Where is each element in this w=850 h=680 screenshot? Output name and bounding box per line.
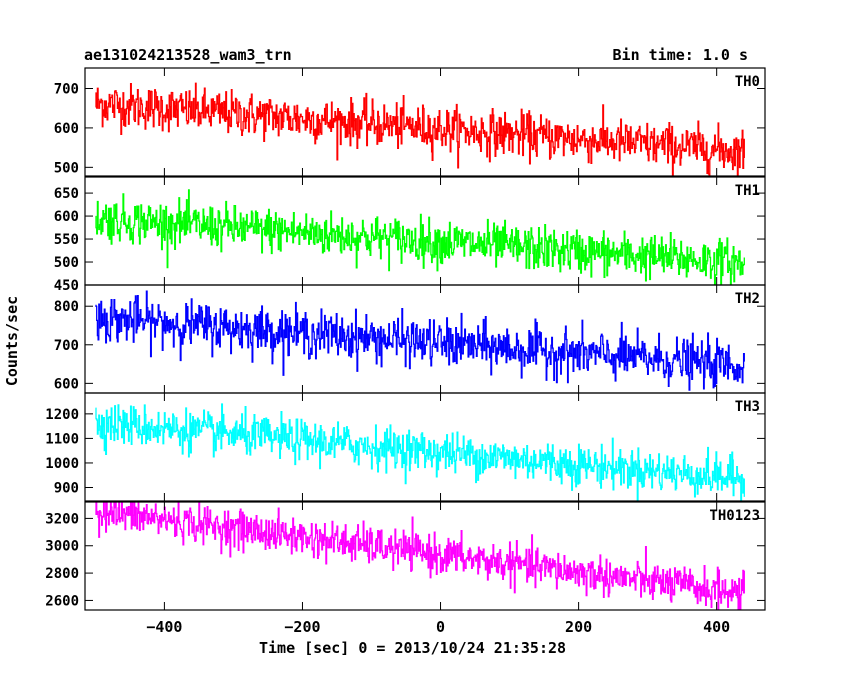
series-line-th3 <box>95 403 745 501</box>
y-tick-label: 2800 <box>45 566 79 582</box>
panel-th0123: 2600 2800 3000 3200 TH0123 −400 −200 0 200 400 <box>45 501 766 636</box>
y-tick-label: 500 <box>54 255 79 271</box>
series-line-th1 <box>95 189 745 285</box>
x-tick-label: −400 <box>146 618 182 636</box>
panel-label-th2: TH2 <box>735 291 760 307</box>
chart-title: ae131024213528_wam3_trn <box>84 46 292 64</box>
panel-frame <box>84 284 766 394</box>
panel-frame <box>84 67 766 177</box>
x-axis-label: Time [sec] 0 = 2013/10/24 21:35:28 <box>259 639 567 657</box>
panel-label-th0123: TH0123 <box>709 508 760 524</box>
y-tick-label: 1000 <box>45 456 79 472</box>
y-axis-label: Counts/sec <box>3 295 21 387</box>
y-tick-label: 650 <box>54 186 79 202</box>
panel-th1: 450 500 550 600 650 TH1 <box>54 176 766 294</box>
series-line-th2 <box>95 290 745 391</box>
bin-time-label: Bin time: 1.0 s <box>612 46 748 64</box>
panel-th0: 500 600 700 TH0 <box>54 67 766 177</box>
y-tick-label: 450 <box>54 278 79 294</box>
panel-frame <box>84 501 766 611</box>
y-tick-label: 3000 <box>45 539 79 555</box>
y-tick-label: 1100 <box>45 431 79 447</box>
panel-label-th0: TH0 <box>735 74 760 90</box>
y-tick-label: 700 <box>54 338 79 354</box>
x-tick-label: 200 <box>565 618 592 636</box>
x-tick-label: 400 <box>703 618 730 636</box>
x-tick-label: −200 <box>284 618 320 636</box>
y-tick-label: 800 <box>54 299 79 315</box>
y-tick-label: 700 <box>54 81 79 97</box>
y-tick-label: 2600 <box>45 593 79 609</box>
series-line-th0123 <box>95 502 745 610</box>
y-tick-label: 900 <box>54 481 79 497</box>
panel-frame <box>84 392 766 502</box>
panel-label-th3: TH3 <box>735 399 760 415</box>
panel-th2: 600 700 800 TH2 <box>54 284 766 394</box>
y-tick-label: 600 <box>54 376 79 392</box>
y-tick-label: 500 <box>54 160 79 176</box>
y-tick-label: 550 <box>54 232 79 248</box>
series-line-th0 <box>95 82 745 176</box>
y-tick-label: 1200 <box>45 407 79 423</box>
x-tick-label: 0 <box>436 618 445 636</box>
y-tick-label: 600 <box>54 209 79 225</box>
panel-label-th1: TH1 <box>735 183 760 199</box>
y-tick-label: 600 <box>54 121 79 137</box>
panel-th3: 900 1000 1100 1200 TH3 <box>45 392 766 502</box>
y-tick-label: 3200 <box>45 511 79 527</box>
